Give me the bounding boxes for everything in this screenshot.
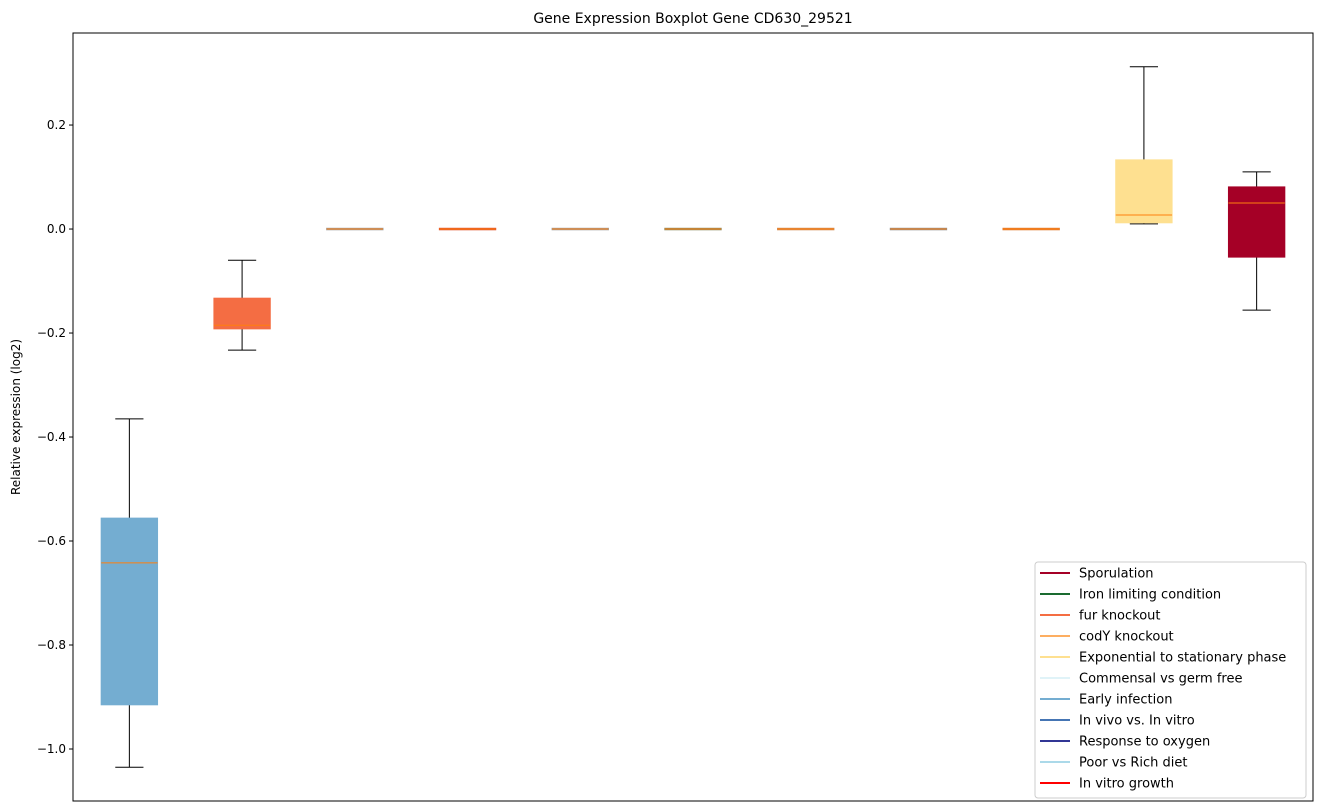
legend-label: fur knockout	[1079, 609, 1161, 624]
y-tick-label: −1.0	[37, 742, 66, 756]
chart-title: Gene Expression Boxplot Gene CD630_29521	[533, 11, 852, 27]
y-tick-label: 0.0	[47, 222, 66, 236]
legend-label: In vitro growth	[1079, 777, 1174, 792]
box-2	[213, 259, 271, 351]
boxes	[100, 66, 1286, 768]
legend-label: In vivo vs. In vitro	[1079, 714, 1195, 729]
box-body	[1115, 159, 1173, 224]
legend-label: Early infection	[1079, 693, 1172, 708]
box-3	[326, 227, 384, 231]
box-body	[1227, 186, 1286, 258]
legend-label: Iron limiting condition	[1079, 588, 1221, 603]
box-4	[438, 227, 497, 231]
y-tick-label: −0.2	[37, 326, 66, 340]
box-body	[100, 517, 159, 706]
y-tick-label: 0.2	[47, 118, 66, 132]
y-axis-label: Relative expression (log2)	[9, 339, 23, 495]
legend-label: codY knockout	[1079, 630, 1174, 645]
y-axis: 0.2 0.0 −0.2 −0.4 −0.6 −0.8 −1.0	[37, 118, 73, 756]
legend: Sporulation Iron limiting condition fur kn…	[1034, 561, 1307, 799]
legend-label: Exponential to stationary phase	[1079, 651, 1286, 666]
box-11	[1227, 171, 1286, 311]
box-10	[1115, 66, 1173, 225]
box-6	[664, 227, 722, 231]
legend-frame	[1034, 561, 1307, 799]
box-9	[1002, 227, 1060, 231]
box-7	[777, 227, 835, 231]
plot-frame	[72, 32, 1314, 802]
legend-label: Poor vs Rich diet	[1079, 756, 1187, 771]
y-tick-label: −0.4	[37, 430, 66, 444]
legend-label: Response to oxygen	[1079, 735, 1210, 750]
legend-label: Sporulation	[1079, 567, 1154, 582]
legend-label: Commensal vs germ free	[1079, 672, 1242, 687]
y-tick-label: −0.6	[37, 534, 66, 548]
y-tick-label: −0.8	[37, 638, 66, 652]
box-1	[100, 418, 159, 768]
box-body	[213, 297, 271, 330]
box-8	[889, 227, 948, 231]
box-5	[551, 227, 609, 231]
